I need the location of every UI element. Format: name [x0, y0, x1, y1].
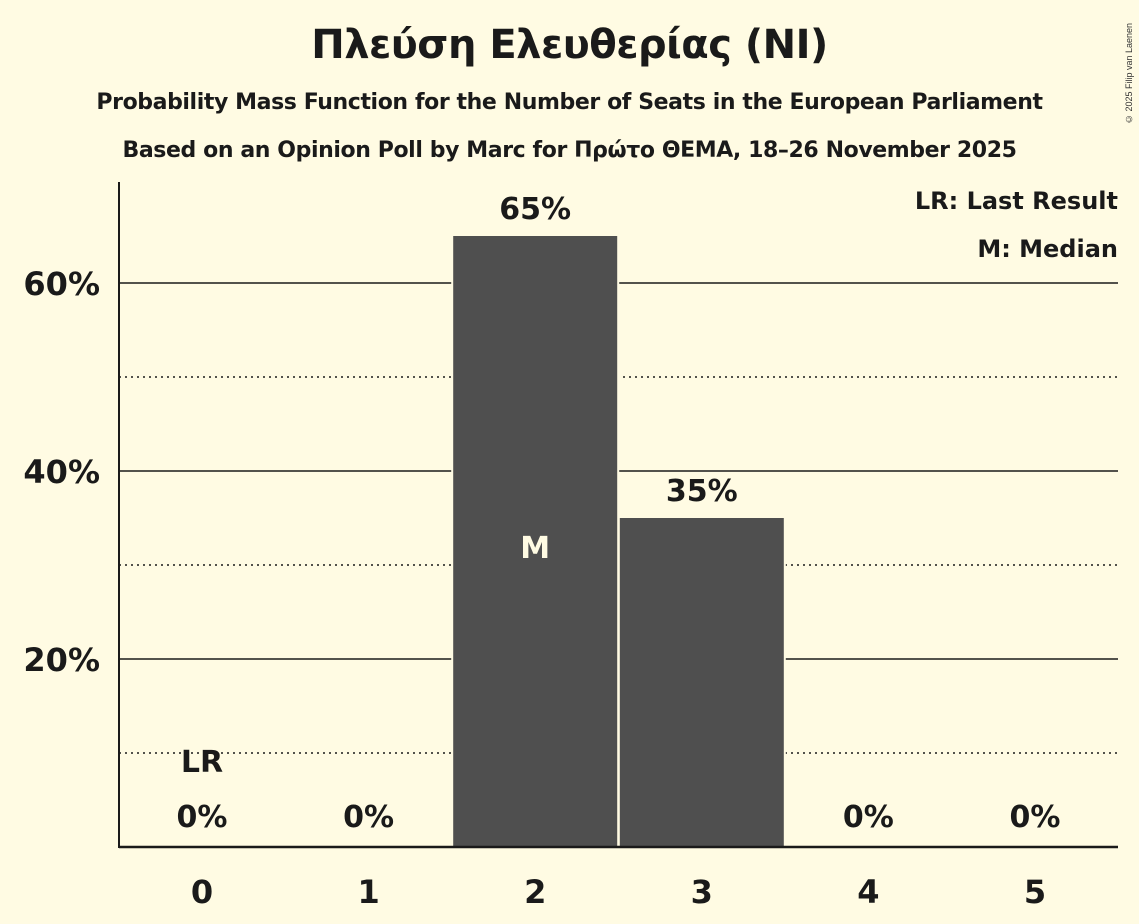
bar-2 [453, 236, 618, 847]
last-result-marker: LR [181, 745, 223, 780]
chart-title: Πλεύση Ελευθερίας (NI) [311, 22, 828, 68]
legend-median: M: Median [977, 235, 1118, 263]
bar-3 [619, 518, 784, 847]
value-label: 0% [177, 800, 228, 835]
x-tick-label: 2 [524, 873, 546, 911]
y-tick-label: 20% [23, 641, 100, 679]
legend: LR: Last Result M: Median [915, 187, 1118, 263]
value-label: 0% [843, 800, 894, 835]
bars [451, 236, 786, 847]
legend-last-result: LR: Last Result [915, 187, 1118, 215]
value-label: 0% [343, 800, 394, 835]
y-tick-label: 40% [23, 453, 100, 491]
value-label: 65% [499, 192, 571, 227]
x-tick-label: 1 [357, 873, 379, 911]
x-tick-label: 5 [1024, 873, 1046, 911]
labels: 0% 0% 65% 35% 0% 0% LR M [177, 192, 1061, 835]
value-label: 0% [1010, 800, 1061, 835]
value-label: 35% [666, 474, 738, 509]
x-tick-label: 3 [691, 873, 713, 911]
chart-subtitle: Probability Mass Function for the Number… [96, 90, 1043, 115]
y-tick-label: 60% [23, 265, 100, 303]
x-tick-label: 0 [191, 873, 213, 911]
axes: 20% 40% 60% 0 1 2 3 4 5 [23, 182, 1118, 911]
chart-source: Based on an Opinion Poll by Marc for Πρώ… [122, 138, 1017, 163]
x-tick-label: 4 [857, 873, 879, 911]
median-marker: M [520, 531, 550, 566]
